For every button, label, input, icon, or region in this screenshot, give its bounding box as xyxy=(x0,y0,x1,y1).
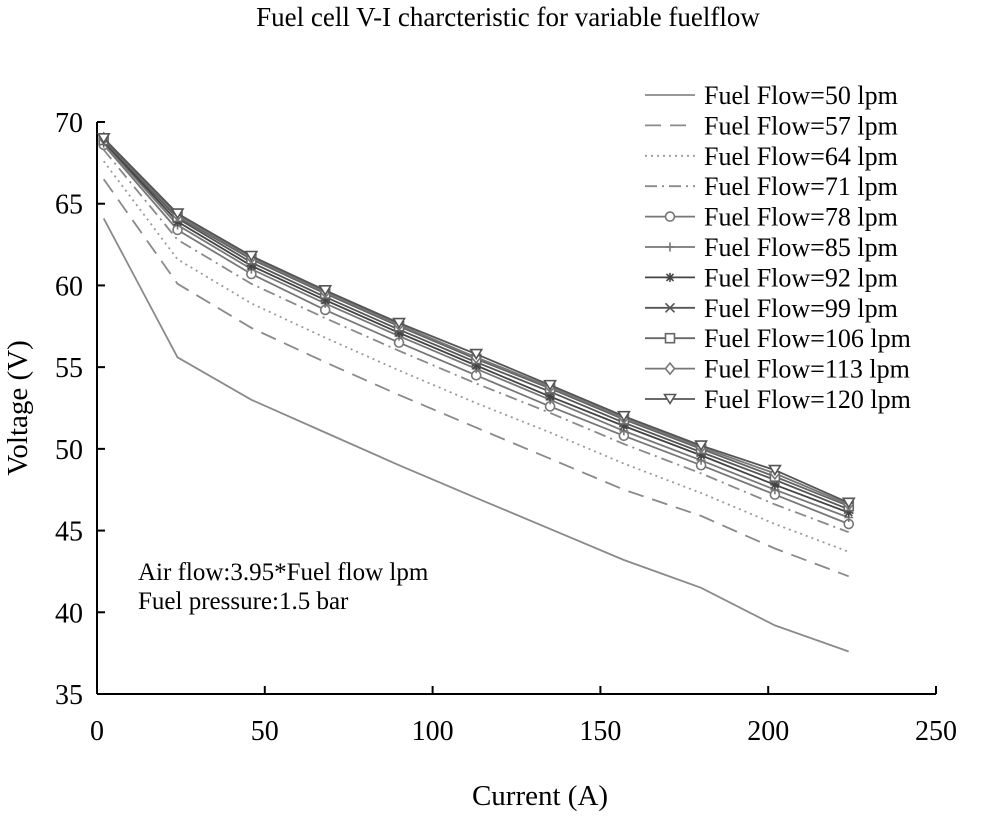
data-point xyxy=(244,250,259,263)
data-point xyxy=(392,317,406,330)
data-point xyxy=(770,480,780,490)
legend-item: Fuel Flow=78 lpm xyxy=(645,203,898,232)
chart-title: Fuel cell V-I charcteristic for variable… xyxy=(256,2,760,32)
legend-label: Fuel Flow=50 lpm xyxy=(704,81,898,110)
legend-item: Fuel Flow=50 lpm xyxy=(645,81,898,110)
legend-item: Fuel Flow=71 lpm xyxy=(645,172,898,201)
legend-label: Fuel Flow=99 lpm xyxy=(704,294,898,323)
legend-label: Fuel Flow=57 lpm xyxy=(704,111,898,140)
data-point xyxy=(844,508,854,518)
legend-label: Fuel Flow=64 lpm xyxy=(704,142,898,171)
annotation-air-flow: Air flow:3.95*Fuel flow lpm xyxy=(138,559,429,586)
legend-label: Fuel Flow=85 lpm xyxy=(704,233,898,262)
data-point xyxy=(320,295,330,305)
plot-area: 0 50 100 150 200 250 35 40 45 50 55 60 65 70 xyxy=(55,108,957,747)
legend-marker xyxy=(665,272,675,282)
y-tick-label: 45 xyxy=(55,517,83,548)
series-line xyxy=(102,178,850,578)
legend-label: Fuel Flow=113 lpm xyxy=(704,355,910,384)
series-11 xyxy=(96,133,856,509)
data-point xyxy=(545,392,555,402)
x-tick-label: 250 xyxy=(915,716,957,747)
data-point xyxy=(394,328,404,338)
x-tick-label: 100 xyxy=(412,716,454,747)
data-point xyxy=(469,348,484,361)
legend-item: Fuel Flow=106 lpm xyxy=(645,324,911,353)
data-point xyxy=(96,133,111,145)
legend-label: Fuel Flow=78 lpm xyxy=(704,203,898,232)
legend-marker xyxy=(664,211,676,222)
series-line xyxy=(102,217,850,653)
series-line xyxy=(103,149,850,534)
series-3 xyxy=(102,160,850,553)
data-point xyxy=(841,497,856,509)
legend-marker xyxy=(664,332,676,344)
legend-item: Fuel Flow=113 lpm xyxy=(645,355,910,384)
data-point xyxy=(170,208,185,220)
legend-item: Fuel Flow=99 lpm xyxy=(645,294,898,323)
legend-marker xyxy=(665,242,675,252)
y-tick-label: 40 xyxy=(55,598,83,629)
axis-ticks: 0 50 100 150 200 250 35 40 45 50 55 60 65 70 xyxy=(55,108,957,747)
data-point xyxy=(543,379,557,392)
legend-item: Fuel Flow=120 lpm xyxy=(645,385,911,414)
series-5 xyxy=(98,139,855,530)
legend-item: Fuel Flow=85 lpm xyxy=(645,233,898,262)
data-point xyxy=(471,361,481,371)
legend-item: Fuel Flow=92 lpm xyxy=(645,263,898,292)
series-2 xyxy=(102,178,850,578)
y-tick-label: 35 xyxy=(55,680,83,711)
legend-label: Fuel Flow=71 lpm xyxy=(704,172,898,201)
legend-label: Fuel Flow=120 lpm xyxy=(704,385,911,414)
series-line xyxy=(102,160,850,553)
legend-marker xyxy=(663,393,677,406)
y-tick-label: 65 xyxy=(55,190,83,221)
data-point xyxy=(318,285,333,297)
x-tick-label: 150 xyxy=(579,716,621,747)
x-tick-label: 50 xyxy=(251,716,279,747)
data-point xyxy=(246,261,256,271)
y-tick-label: 50 xyxy=(55,435,83,466)
legend-item: Fuel Flow=64 lpm xyxy=(645,142,898,171)
y-tick-label: 70 xyxy=(55,108,83,139)
annotation-fuel-pressure: Fuel pressure:1.5 bar xyxy=(138,588,349,615)
data-point xyxy=(616,410,631,423)
data-point xyxy=(767,464,782,477)
legend-marker xyxy=(664,302,676,313)
x-axis-label: Current (A) xyxy=(472,780,608,812)
data-point xyxy=(696,450,706,460)
data-point xyxy=(619,421,629,431)
legend-label: Fuel Flow=92 lpm xyxy=(704,263,898,292)
y-tick-label: 60 xyxy=(55,271,83,302)
data-point xyxy=(694,440,709,452)
series-4 xyxy=(103,149,850,534)
series-1 xyxy=(102,217,850,653)
x-tick-label: 200 xyxy=(747,716,789,747)
legend-item: Fuel Flow=57 lpm xyxy=(645,111,898,140)
legend-label: Fuel Flow=106 lpm xyxy=(704,324,911,353)
legend-marker xyxy=(664,361,676,376)
y-tick-label: 55 xyxy=(55,353,83,384)
y-axis-label: Voltage (V) xyxy=(2,340,34,476)
x-tick-label: 0 xyxy=(90,716,104,747)
series-group xyxy=(96,131,856,653)
